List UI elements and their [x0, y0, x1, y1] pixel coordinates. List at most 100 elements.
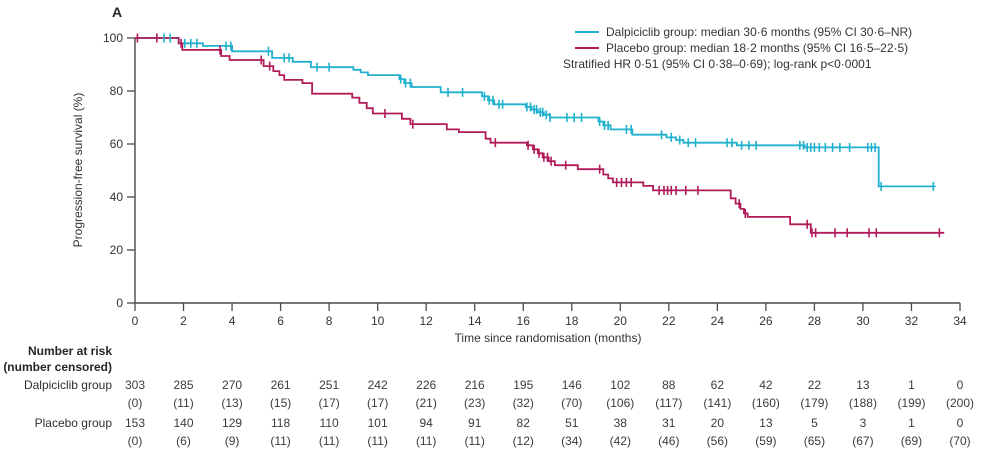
risk-censored-dalpiciclib: (70)	[561, 396, 583, 410]
risk-value-placebo: 1	[908, 416, 915, 430]
risk-censored-dalpiciclib: (17)	[366, 396, 389, 410]
risk-censored-dalpiciclib: (11)	[173, 396, 194, 410]
risk-value-dalpiciclib: 261	[270, 378, 291, 392]
x-tick-label: 16	[517, 314, 531, 328]
risk-value-dalpiciclib: 216	[464, 378, 485, 392]
risk-censored-dalpiciclib: (106)	[606, 396, 635, 410]
x-tick-label: 24	[711, 314, 725, 328]
risk-value-dalpiciclib: 88	[662, 378, 676, 392]
legend-dalpiciclib-label: Dalpiciclib group: median 30·6 months (9…	[606, 25, 913, 39]
risk-value-placebo: 118	[271, 416, 291, 430]
x-tick-label: 8	[326, 314, 333, 328]
risk-censored-dalpiciclib: (0)	[127, 396, 143, 410]
risk-censored-placebo: (6)	[176, 434, 191, 448]
x-tick-label: 30	[856, 314, 870, 328]
risk-censored-dalpiciclib: (17)	[318, 396, 340, 410]
risk-value-placebo: 38	[613, 416, 627, 430]
risk-value-dalpiciclib: 0	[956, 378, 964, 392]
risk-censored-placebo: (12)	[512, 434, 534, 448]
risk-censored-dalpiciclib: (160)	[751, 396, 780, 410]
risk-value-placebo: 82	[516, 416, 530, 430]
panel-label: A	[112, 4, 123, 20]
risk-value-dalpiciclib: 22	[807, 378, 822, 392]
risk-value-dalpiciclib: 303	[124, 378, 146, 392]
risk-censored-placebo: (67)	[852, 434, 874, 448]
risk-censored-placebo: (46)	[658, 434, 680, 448]
risk-table-header-1: Number at risk	[27, 344, 112, 358]
risk-value-dalpiciclib: 42	[759, 378, 773, 392]
risk-value-placebo: 129	[222, 416, 243, 430]
y-tick-label: 80	[110, 84, 124, 98]
axes	[127, 37, 961, 311]
risk-censored-dalpiciclib: (179)	[800, 396, 829, 410]
risk-censored-dalpiciclib: (200)	[945, 396, 974, 410]
y-tick-label: 60	[110, 137, 124, 151]
x-tick-label: 18	[565, 314, 579, 328]
risk-censored-dalpiciclib: (15)	[269, 396, 292, 410]
risk-value-placebo: 20	[710, 416, 725, 430]
risk-value-dalpiciclib: 13	[856, 378, 870, 392]
x-tick-label: 0	[132, 314, 139, 328]
risk-value-dalpiciclib: 62	[710, 378, 725, 392]
risk-value-placebo: 31	[662, 416, 676, 430]
risk-value-placebo: 0	[956, 416, 964, 430]
x-axis-title: Time since randomisation (months)	[454, 331, 642, 345]
legend: Dalpiciclib group: median 30·6 months (9…	[563, 24, 912, 72]
risk-censored-placebo: (59)	[755, 434, 777, 448]
risk-row-label-dalpiciclib: Dalpiciclib group	[23, 378, 112, 392]
risk-censored-placebo: (0)	[127, 434, 143, 448]
legend-item-placebo: Placebo group: median 18·2 months (95% C…	[575, 40, 912, 56]
x-tick-label: 34	[953, 314, 967, 328]
risk-value-placebo: 51	[565, 416, 579, 430]
risk-value-placebo: 5	[811, 416, 818, 430]
risk-censored-placebo: (34)	[561, 434, 583, 448]
risk-value-dalpiciclib: 285	[173, 378, 194, 392]
risk-censored-dalpiciclib: (13)	[221, 396, 243, 410]
dalpiciclib-line-swatch	[575, 31, 599, 33]
x-tick-label: 14	[468, 314, 482, 328]
x-tick-label: 20	[614, 314, 628, 328]
risk-value-placebo: 140	[173, 416, 194, 430]
risk-censored-dalpiciclib: (23)	[464, 396, 486, 410]
risk-censored-dalpiciclib: (117)	[655, 396, 683, 410]
x-tick-label: 12	[419, 314, 433, 328]
placebo-line-swatch	[575, 47, 599, 49]
x-tick-label: 32	[905, 314, 919, 328]
x-tick-label: 4	[229, 314, 236, 328]
risk-censored-placebo: (11)	[318, 434, 340, 448]
risk-table-header-2: (number censored)	[3, 360, 112, 374]
risk-value-placebo: 13	[759, 416, 773, 430]
risk-censored-dalpiciclib: (199)	[897, 396, 926, 410]
risk-value-dalpiciclib: 242	[367, 378, 388, 392]
legend-stat-note: Stratified HR 0·51 (95% CI 0·38–0·69); l…	[563, 57, 872, 71]
risk-value-placebo: 153	[124, 416, 146, 430]
risk-censored-placebo: (70)	[949, 434, 971, 448]
y-tick-label: 20	[110, 243, 124, 257]
risk-censored-placebo: (9)	[224, 434, 240, 448]
x-tick-label: 28	[808, 314, 822, 328]
risk-censored-placebo: (11)	[464, 434, 485, 448]
risk-value-placebo: 91	[468, 416, 482, 430]
risk-censored-dalpiciclib: (32)	[512, 396, 534, 410]
risk-value-dalpiciclib: 195	[513, 378, 534, 392]
risk-value-placebo: 3	[859, 416, 867, 430]
risk-value-dalpiciclib: 251	[319, 378, 340, 392]
legend-placebo-label: Placebo group: median 18·2 months (95% C…	[606, 41, 909, 55]
x-tick-label: 2	[180, 314, 187, 328]
risk-value-placebo: 94	[419, 416, 433, 430]
risk-censored-placebo: (42)	[609, 434, 631, 448]
risk-value-placebo: 101	[367, 416, 388, 430]
risk-censored-dalpiciclib: (141)	[703, 396, 732, 410]
risk-censored-placebo: (11)	[270, 434, 291, 448]
risk-value-dalpiciclib: 270	[222, 378, 243, 392]
risk-censored-placebo: (65)	[803, 434, 826, 448]
risk-censored-placebo: (11)	[367, 434, 388, 448]
risk-censored-dalpiciclib: (21)	[415, 396, 437, 410]
risk-row-label-placebo: Placebo group	[34, 416, 112, 430]
risk-value-dalpiciclib: 226	[416, 378, 437, 392]
risk-censored-dalpiciclib: (188)	[848, 396, 877, 410]
risk-value-dalpiciclib: 146	[561, 378, 582, 392]
